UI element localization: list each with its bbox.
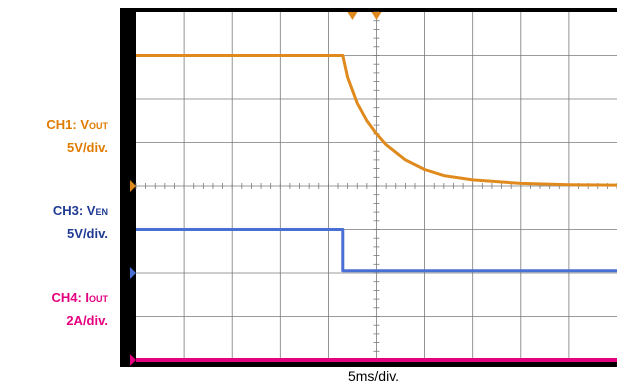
ch1-trace <box>136 54 617 187</box>
center-marker <box>371 12 382 20</box>
ch4-ground-marker <box>130 354 136 366</box>
ch3-label: CH3: VEN 5V/div. <box>52 203 108 241</box>
ch4-label: CH4: IOUT 2A/div. <box>51 290 108 328</box>
traces <box>136 54 617 362</box>
ch1-ground-marker <box>130 180 136 192</box>
ch1-label: CH1: VOUT 5V/div. <box>46 117 108 155</box>
ch3-ground-marker <box>130 267 136 279</box>
timebase-label: 5ms/div. <box>347 368 400 384</box>
ch3-trace <box>136 228 617 273</box>
trigger-position-marker <box>347 12 358 20</box>
markers <box>130 12 382 366</box>
